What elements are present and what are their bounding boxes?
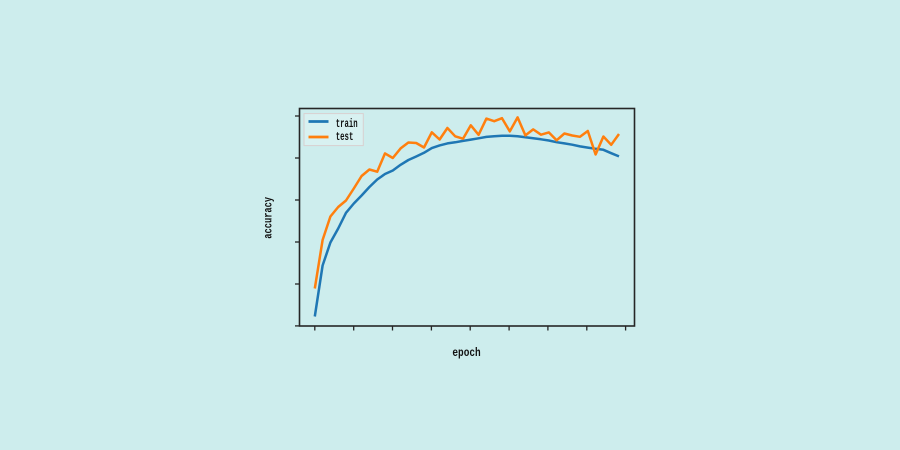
svg-text:test: test — [336, 130, 354, 144]
svg-text:epoch: epoch — [452, 346, 480, 360]
svg-text:train: train — [336, 117, 358, 131]
svg-text:accuracy: accuracy — [262, 197, 276, 239]
